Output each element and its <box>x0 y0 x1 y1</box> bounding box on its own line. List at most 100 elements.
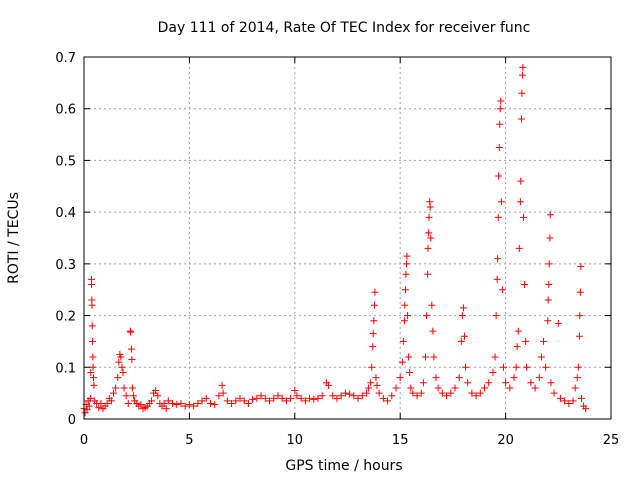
data-point <box>489 368 497 376</box>
data-point <box>407 384 415 392</box>
data-point <box>547 379 555 387</box>
data-point <box>476 389 484 397</box>
data-point <box>88 301 96 309</box>
data-point <box>571 384 579 392</box>
data-point <box>218 381 226 389</box>
data-point <box>228 399 236 407</box>
data-point <box>491 353 499 361</box>
data-point <box>485 379 493 387</box>
data-point <box>368 363 376 371</box>
data-point <box>499 363 507 371</box>
data-point <box>253 394 261 402</box>
data-point <box>518 71 526 79</box>
data-point <box>540 337 548 345</box>
data-point <box>89 353 97 361</box>
data-point <box>462 363 470 371</box>
data-point <box>455 374 463 382</box>
data-point <box>400 317 408 325</box>
data-point <box>261 394 269 402</box>
data-point <box>429 327 437 335</box>
data-point <box>419 379 427 387</box>
data-point <box>240 397 248 405</box>
data-point <box>427 234 435 242</box>
y-tick-label: 0.2 <box>55 310 76 325</box>
data-point <box>202 394 210 402</box>
data-point <box>550 389 558 397</box>
data-point <box>493 275 501 283</box>
data-point <box>556 394 564 402</box>
data-point <box>88 337 96 345</box>
data-point <box>406 368 414 376</box>
data-point <box>421 353 429 361</box>
data-point <box>458 312 466 320</box>
data-point <box>527 379 535 387</box>
data-point <box>544 296 552 304</box>
x-axis-label: GPS time / hours <box>285 458 402 474</box>
data-point <box>396 374 404 382</box>
data-point <box>517 115 525 123</box>
data-point <box>118 363 126 371</box>
data-point <box>97 399 105 407</box>
data-point <box>496 120 504 128</box>
data-point <box>124 399 132 407</box>
data-point <box>522 337 530 345</box>
data-point <box>409 389 417 397</box>
data-point <box>515 244 523 252</box>
data-point <box>266 397 274 405</box>
data-point <box>371 288 379 296</box>
data-point <box>333 394 341 402</box>
data-point <box>513 343 521 351</box>
data-point <box>85 402 93 410</box>
data-point <box>206 399 214 407</box>
data-point <box>164 397 172 405</box>
data-point <box>512 363 520 371</box>
data-point <box>492 312 500 320</box>
data-point <box>403 260 411 268</box>
data-point <box>497 97 505 105</box>
data-point <box>115 358 123 366</box>
data-point <box>83 406 91 414</box>
data-point <box>413 392 421 400</box>
data-point <box>325 381 333 389</box>
data-point <box>194 399 202 407</box>
data-point <box>88 281 96 289</box>
data-point <box>181 402 189 410</box>
data-point <box>236 394 244 402</box>
data-point <box>519 63 527 71</box>
data-point <box>535 374 543 382</box>
data-point <box>502 379 510 387</box>
data-point <box>542 363 550 371</box>
data-point <box>373 381 381 389</box>
data-point <box>521 281 529 289</box>
data-point <box>399 337 407 345</box>
data-point <box>561 397 569 405</box>
data-point <box>89 374 97 382</box>
data-point <box>137 401 145 409</box>
data-points <box>80 63 590 417</box>
data-point <box>367 379 375 387</box>
data-point <box>147 397 155 405</box>
data-point <box>565 399 573 407</box>
data-point <box>257 392 265 400</box>
data-point <box>498 286 506 294</box>
data-point <box>337 392 345 400</box>
data-point <box>404 312 412 320</box>
data-point <box>119 368 127 376</box>
data-point <box>425 229 433 237</box>
x-tick-label: 10 <box>287 433 304 448</box>
data-point <box>417 389 425 397</box>
data-point <box>425 213 433 221</box>
data-point <box>112 384 120 392</box>
data-point <box>546 211 554 219</box>
data-point <box>516 198 524 206</box>
data-point <box>370 301 378 309</box>
data-point <box>301 397 309 405</box>
data-point <box>518 89 526 97</box>
data-point <box>365 384 373 392</box>
data-point <box>173 401 181 409</box>
data-point <box>369 330 377 338</box>
data-point <box>128 356 136 364</box>
y-tick-label: 0.4 <box>55 206 76 221</box>
data-point <box>379 394 387 402</box>
